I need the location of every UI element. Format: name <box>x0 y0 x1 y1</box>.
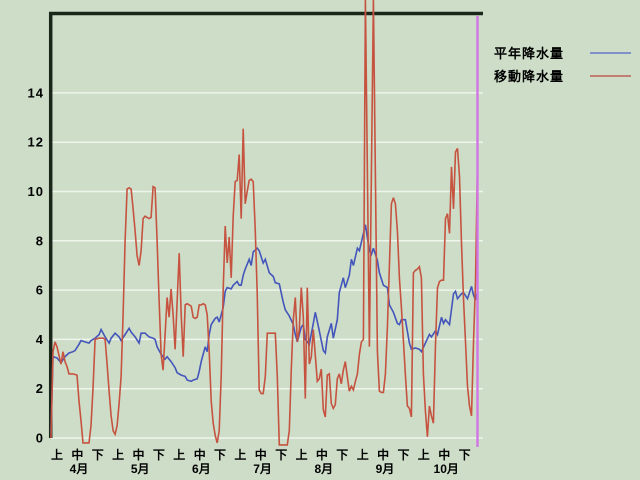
y-tick-label: 4 <box>36 332 44 347</box>
legend-label-moving: 移動降水量 <box>494 69 565 84</box>
y-tick-label: 12 <box>28 135 44 150</box>
series-moving-precip-line <box>50 0 479 446</box>
x-tick-label: 中 <box>71 447 83 462</box>
x-tick-label: 下 <box>397 448 409 462</box>
x-tick-label: 上 <box>173 447 185 462</box>
x-tick-label: 下 <box>336 448 348 462</box>
month-label: 6月 <box>192 462 211 476</box>
x-tick-label: 中 <box>194 447 206 462</box>
legend-line-normal-icon <box>590 51 631 54</box>
y-tick-label: 8 <box>36 233 44 248</box>
x-tick-label: 上 <box>51 447 63 462</box>
legend-item-moving: 移動降水量 <box>494 64 631 87</box>
month-label: 10月 <box>434 462 459 476</box>
y-tick-label: 0 <box>36 431 44 446</box>
legend-line-moving-icon <box>590 74 631 77</box>
month-label: 9月 <box>376 462 395 476</box>
x-tick-label: 下 <box>275 448 287 462</box>
y-tick-label: 2 <box>36 381 44 396</box>
month-label: 8月 <box>314 462 333 476</box>
series-normal-precip-line <box>50 224 479 434</box>
x-tick-label: 上 <box>296 447 308 462</box>
x-tick-label: 下 <box>153 448 165 462</box>
legend-label-normal: 平年降水量 <box>494 46 565 61</box>
x-tick-label: 上 <box>112 447 124 462</box>
x-tick-label: 上 <box>418 447 430 462</box>
legend: 平年降水量 移動降水量 <box>494 41 631 87</box>
x-tick-label: 下 <box>92 448 104 462</box>
x-tick-label: 中 <box>377 447 389 462</box>
month-label: 4月 <box>70 462 89 476</box>
y-tick-label: 10 <box>28 184 44 199</box>
x-tick-label: 下 <box>214 448 226 462</box>
month-label: 5月 <box>131 462 150 476</box>
y-tick-label: 6 <box>36 283 44 298</box>
x-tick-label: 中 <box>316 447 328 462</box>
x-tick-label: 中 <box>132 447 144 462</box>
x-tick-label: 下 <box>459 448 471 462</box>
month-label: 7月 <box>253 462 272 476</box>
x-tick-label: 上 <box>357 447 369 462</box>
x-tick-label: 中 <box>438 447 450 462</box>
x-tick-label: 中 <box>255 447 267 462</box>
legend-item-normal: 平年降水量 <box>494 41 631 64</box>
y-tick-label: 14 <box>28 85 44 100</box>
x-tick-label: 上 <box>234 447 246 462</box>
